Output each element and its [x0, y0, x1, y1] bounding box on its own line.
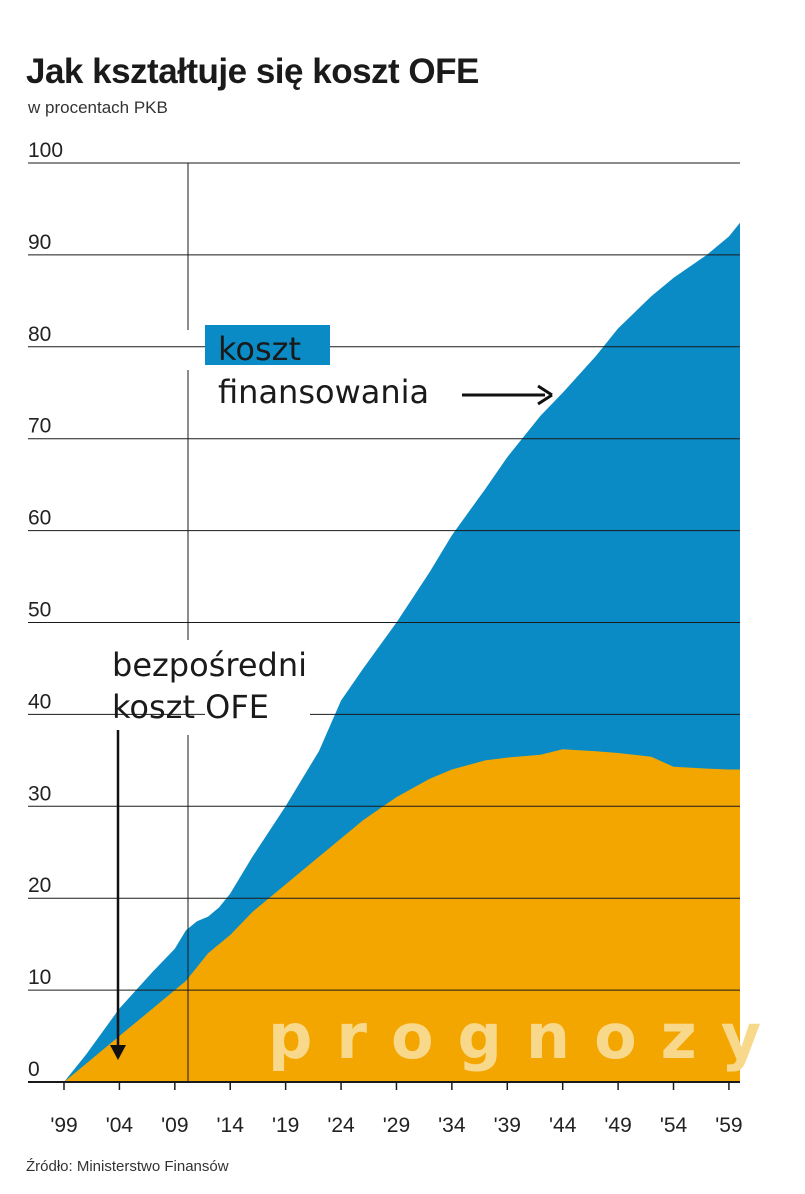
- source-note: Źródło: Ministerstwo Finansów: [26, 1158, 229, 1175]
- y-tick-label: 70: [28, 415, 51, 438]
- x-tick-label: '29: [383, 1114, 410, 1137]
- y-tick-label: 30: [28, 782, 51, 805]
- x-tick-label: '19: [272, 1114, 299, 1137]
- series-area-bezposredni-koszt-ofe: [64, 749, 740, 1082]
- y-tick-label: 40: [28, 690, 51, 713]
- chart-title: Jak kształtuje się koszt OFE: [26, 52, 479, 91]
- label-gap: [205, 692, 310, 726]
- y-tick-label: 20: [28, 874, 51, 897]
- x-tick-label: '49: [604, 1114, 631, 1137]
- x-tick-label: '04: [106, 1114, 134, 1137]
- direct-cost-label-line2: koszt OFE: [112, 688, 269, 726]
- y-tick-label: 50: [28, 599, 51, 622]
- direct-cost-arrowhead: [110, 1045, 126, 1060]
- y-tick-label: 100: [28, 139, 63, 162]
- y-tick-label: 0: [28, 1058, 40, 1081]
- x-tick-label: '44: [549, 1114, 577, 1137]
- total-cost-arrowhead: [537, 384, 553, 406]
- x-tick-label: '09: [161, 1114, 188, 1137]
- x-tick-label: '39: [494, 1114, 521, 1137]
- y-tick-label: 90: [28, 231, 51, 254]
- y-tick-label: 10: [28, 966, 51, 989]
- x-tick-label: '99: [50, 1114, 77, 1137]
- x-tick-label: '59: [715, 1114, 742, 1137]
- forecast-watermark: prognozy: [268, 1000, 785, 1073]
- x-tick-label: '54: [660, 1114, 688, 1137]
- x-tick-label: '14: [217, 1114, 245, 1137]
- total-cost-label-line2: finansowania: [218, 373, 429, 411]
- y-tick-label: 60: [28, 507, 51, 530]
- x-tick-label: '24: [327, 1114, 355, 1137]
- label-gap: [205, 325, 330, 365]
- x-tick-label: '34: [438, 1114, 466, 1137]
- chart-subtitle: w procentach PKB: [28, 98, 168, 117]
- direct-cost-label-line1: bezpośredni: [112, 646, 307, 684]
- y-tick-label: 80: [28, 323, 51, 346]
- total-cost-label-line1: koszt: [218, 330, 301, 368]
